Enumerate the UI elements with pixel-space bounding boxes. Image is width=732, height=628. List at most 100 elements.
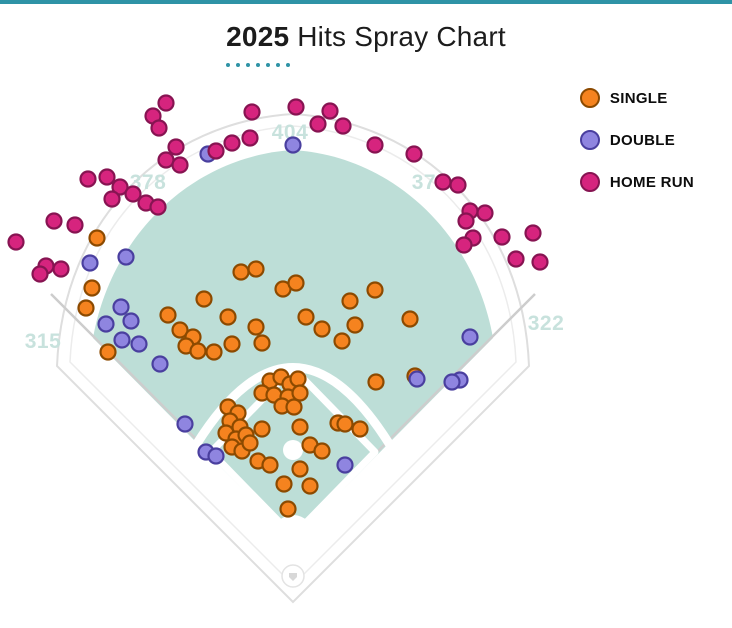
hit-point-single[interactable]: [341, 292, 359, 310]
hit-point-single[interactable]: [346, 316, 364, 334]
hit-point-single[interactable]: [88, 229, 106, 247]
hit-point-single[interactable]: [189, 342, 207, 360]
hit-point-single[interactable]: [313, 442, 331, 460]
hit-point-single[interactable]: [287, 274, 305, 292]
hit-point-home-run[interactable]: [405, 145, 423, 163]
page-title: 2025 Hits Spray Chart: [226, 21, 506, 67]
hit-point-home-run[interactable]: [455, 236, 473, 254]
hit-point-double[interactable]: [443, 373, 461, 391]
hit-point-single[interactable]: [275, 475, 293, 493]
hit-point-double[interactable]: [112, 298, 130, 316]
hit-points: [7, 94, 549, 518]
hit-point-single[interactable]: [279, 500, 297, 518]
hit-point-single[interactable]: [219, 308, 237, 326]
hit-point-home-run[interactable]: [434, 173, 452, 191]
hit-point-single[interactable]: [366, 281, 384, 299]
hit-point-home-run[interactable]: [449, 176, 467, 194]
hit-point-home-run[interactable]: [476, 204, 494, 222]
hit-point-home-run[interactable]: [7, 233, 25, 251]
hit-point-single[interactable]: [253, 334, 271, 352]
hit-point-single[interactable]: [253, 420, 271, 438]
hit-point-double[interactable]: [408, 370, 426, 388]
hit-point-home-run[interactable]: [98, 168, 116, 186]
hit-point-single[interactable]: [351, 420, 369, 438]
hit-point-double[interactable]: [130, 335, 148, 353]
hit-point-home-run[interactable]: [79, 170, 97, 188]
distance-label: 315: [25, 330, 62, 353]
hit-point-single[interactable]: [195, 290, 213, 308]
legend-item-home-run[interactable]: HOME RUN: [579, 172, 694, 192]
hit-point-single[interactable]: [247, 260, 265, 278]
hit-point-single[interactable]: [171, 321, 189, 339]
hit-point-single[interactable]: [83, 279, 101, 297]
hit-point-home-run[interactable]: [309, 115, 327, 133]
hit-point-single[interactable]: [336, 415, 354, 433]
hit-point-single[interactable]: [285, 398, 303, 416]
hit-point-double[interactable]: [117, 248, 135, 266]
hit-point-home-run[interactable]: [321, 102, 339, 120]
hit-point-home-run[interactable]: [157, 151, 175, 169]
hit-point-home-run[interactable]: [111, 178, 129, 196]
hit-point-single[interactable]: [367, 373, 385, 391]
hit-point-single[interactable]: [313, 320, 331, 338]
hit-point-double[interactable]: [122, 312, 140, 330]
hit-point-double[interactable]: [151, 355, 169, 373]
hit-point-single[interactable]: [291, 384, 309, 402]
hit-point-home-run[interactable]: [287, 98, 305, 116]
legend-label: HOME RUN: [609, 173, 694, 191]
hit-point-single[interactable]: [401, 310, 419, 328]
hit-point-home-run[interactable]: [223, 134, 241, 152]
hit-point-double[interactable]: [113, 331, 131, 349]
hit-point-double[interactable]: [336, 456, 354, 474]
title-year: 2025: [226, 21, 290, 52]
hit-point-home-run[interactable]: [243, 103, 261, 121]
distance-label: 404: [272, 121, 309, 144]
hit-point-single[interactable]: [291, 460, 309, 478]
hit-point-single[interactable]: [297, 308, 315, 326]
hit-point-home-run[interactable]: [66, 216, 84, 234]
legend-item-single[interactable]: SINGLE: [579, 88, 694, 108]
legend-item-double[interactable]: DOUBLE: [579, 130, 694, 150]
hit-point-single[interactable]: [77, 299, 95, 317]
hit-point-home-run[interactable]: [171, 156, 189, 174]
hit-point-home-run[interactable]: [31, 265, 49, 283]
chart-title: 2025 Hits Spray Chart: [0, 21, 732, 67]
hit-point-double[interactable]: [81, 254, 99, 272]
hit-point-single[interactable]: [205, 343, 223, 361]
hit-point-double[interactable]: [207, 447, 225, 465]
hit-point-single[interactable]: [289, 370, 307, 388]
hit-point-single[interactable]: [247, 318, 265, 336]
hit-point-home-run[interactable]: [207, 142, 225, 160]
hit-point-home-run[interactable]: [52, 260, 70, 278]
hit-point-home-run[interactable]: [157, 94, 175, 112]
hit-point-home-run[interactable]: [241, 129, 259, 147]
hit-point-single[interactable]: [291, 418, 309, 436]
hit-point-home-run[interactable]: [524, 224, 542, 242]
home-plate-circle: [272, 515, 314, 557]
hit-point-home-run[interactable]: [366, 136, 384, 154]
hit-point-home-run[interactable]: [334, 117, 352, 135]
hit-point-single[interactable]: [99, 343, 117, 361]
hit-point-home-run[interactable]: [493, 228, 511, 246]
hit-point-single[interactable]: [241, 434, 259, 452]
hit-point-single[interactable]: [232, 263, 250, 281]
hit-point-double[interactable]: [97, 315, 115, 333]
hit-point-home-run[interactable]: [167, 138, 185, 156]
hit-point-single[interactable]: [159, 306, 177, 324]
hit-point-home-run[interactable]: [457, 212, 475, 230]
hit-point-single[interactable]: [223, 335, 241, 353]
hit-point-home-run[interactable]: [531, 253, 549, 271]
hit-point-single[interactable]: [333, 332, 351, 350]
hit-point-home-run[interactable]: [149, 198, 167, 216]
hit-point-single[interactable]: [301, 477, 319, 495]
hit-point-home-run[interactable]: [124, 185, 142, 203]
hit-point-double[interactable]: [284, 136, 302, 154]
hit-point-double[interactable]: [176, 415, 194, 433]
hit-point-home-run[interactable]: [103, 190, 121, 208]
hit-point-single[interactable]: [261, 456, 279, 474]
hit-point-home-run[interactable]: [150, 119, 168, 137]
hit-point-double[interactable]: [461, 328, 479, 346]
hit-point-home-run[interactable]: [45, 212, 63, 230]
hit-point-home-run[interactable]: [507, 250, 525, 268]
